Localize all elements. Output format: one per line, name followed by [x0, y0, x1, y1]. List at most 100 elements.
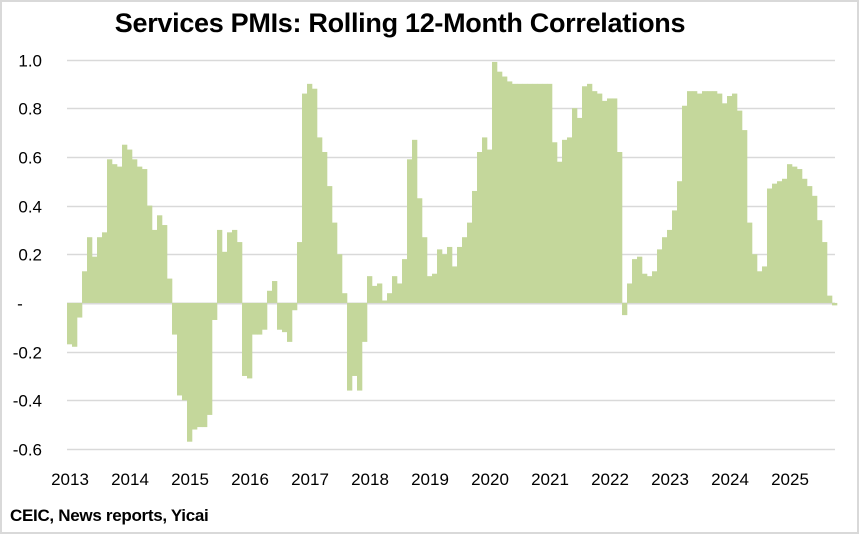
bar [197, 302, 203, 428]
bar [587, 83, 593, 303]
bar [637, 256, 643, 303]
bar [667, 229, 673, 303]
bar [487, 149, 493, 303]
bar [672, 210, 678, 303]
bar [397, 283, 403, 303]
bar [172, 302, 178, 335]
bar [722, 103, 728, 303]
bar [107, 159, 113, 303]
bar [307, 83, 313, 303]
x-tick-label: 2018 [351, 470, 389, 489]
bar [357, 302, 363, 391]
bar [707, 91, 713, 303]
bar [532, 83, 538, 303]
bar [592, 91, 598, 303]
bar [272, 281, 278, 303]
x-axis-ticks: 2013 2014 2015 2016 2017 2018 2019 2020 2021 2022… [51, 470, 809, 489]
x-tick-label: 2017 [291, 470, 329, 489]
bar [437, 249, 443, 303]
bar [252, 302, 258, 335]
bar [832, 302, 838, 306]
y-tick-label: -0.6 [13, 441, 42, 460]
bar [762, 266, 768, 303]
bar [502, 76, 508, 303]
y-tick-label: 0.4 [18, 198, 42, 217]
bar [432, 273, 438, 303]
bar [92, 256, 98, 303]
bar [127, 149, 133, 303]
bar [627, 283, 633, 303]
bar [782, 178, 788, 303]
bar [702, 91, 708, 303]
bar [417, 198, 423, 303]
bar [692, 91, 698, 303]
bar [157, 215, 163, 303]
bar [527, 83, 533, 303]
bar [217, 229, 223, 303]
bar [827, 295, 833, 303]
bar [647, 276, 653, 303]
y-tick-label: 1.0 [18, 52, 42, 71]
bar [82, 271, 88, 303]
bar [757, 271, 763, 303]
bar [777, 181, 783, 303]
bar [447, 246, 453, 303]
y-tick-label: -0.4 [13, 392, 42, 411]
bar [802, 178, 808, 303]
bar [652, 271, 658, 303]
bar [727, 96, 733, 303]
bar [567, 137, 573, 303]
bar [812, 195, 818, 303]
bar [312, 88, 318, 303]
bar [547, 83, 553, 303]
bar [477, 152, 483, 303]
chart-title: Services PMIs: Rolling 12-Month Correlat… [114, 8, 686, 38]
bar [697, 93, 703, 303]
bar [472, 190, 478, 303]
bar [102, 232, 108, 303]
bar [632, 259, 638, 303]
y-tick-label: - [17, 295, 23, 314]
bar [372, 285, 378, 303]
bar [772, 183, 778, 303]
bar [482, 137, 488, 303]
bar [97, 237, 103, 303]
x-tick-label: 2019 [411, 470, 449, 489]
bar [347, 302, 353, 391]
bar [612, 98, 618, 303]
bar [257, 302, 263, 335]
bar [407, 159, 413, 303]
bar [677, 181, 683, 303]
y-tick-label: 0.8 [18, 100, 42, 119]
bar [747, 222, 753, 303]
source-note: CEIC, News reports, Yicai [10, 506, 209, 525]
bar [222, 251, 228, 303]
bar [262, 302, 268, 330]
bar [67, 302, 73, 345]
bar [427, 276, 433, 303]
bar [422, 237, 428, 303]
bar [817, 220, 823, 303]
bar [192, 302, 198, 430]
bar [72, 302, 78, 347]
bar [287, 302, 293, 342]
x-tick-label: 2015 [171, 470, 209, 489]
bar [712, 91, 718, 303]
bar [317, 137, 323, 303]
bar [402, 259, 408, 303]
bars [67, 61, 838, 442]
x-tick-label: 2024 [711, 470, 749, 489]
bar [752, 254, 758, 303]
bar [552, 142, 558, 303]
y-tick-label: 0.6 [18, 149, 42, 168]
bar [822, 242, 828, 303]
bar [337, 254, 343, 303]
y-tick-label: 0.2 [18, 246, 42, 265]
bar [182, 302, 188, 401]
bar [717, 93, 723, 303]
bar [147, 205, 153, 303]
bar [582, 86, 588, 303]
x-tick-label: 2022 [591, 470, 629, 489]
bar [662, 237, 668, 303]
